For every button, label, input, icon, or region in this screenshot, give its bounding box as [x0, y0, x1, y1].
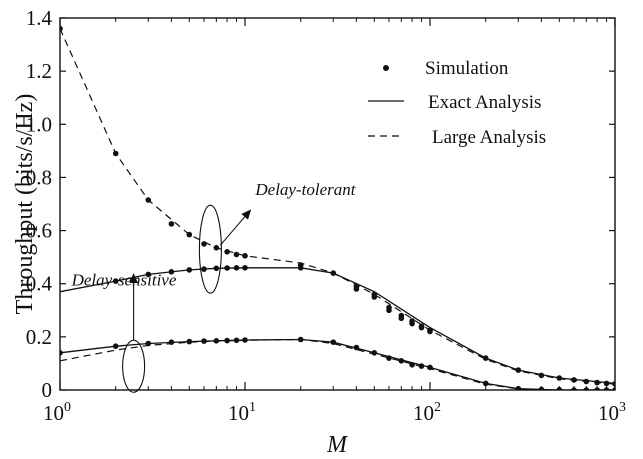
- simulation-point: [612, 387, 615, 390]
- simulation-point: [60, 25, 63, 32]
- simulation-point: [612, 381, 615, 387]
- simulation-point: [482, 355, 489, 361]
- simulation-point: [233, 251, 240, 258]
- y-tick-label: 1.4: [26, 6, 53, 30]
- simulation-point: [168, 339, 175, 346]
- simulation-point: [330, 270, 337, 276]
- simulation-point: [224, 265, 230, 271]
- simulation-point: [297, 336, 304, 343]
- x-tick-label: 101: [228, 400, 256, 425]
- simulation-point: [571, 377, 577, 383]
- simulation-point: [330, 339, 337, 346]
- simulation-point: [556, 375, 563, 381]
- simulation-point: [371, 350, 378, 356]
- simulation-point: [353, 344, 360, 351]
- legend-label: Simulation: [425, 58, 509, 79]
- simulation-point: [427, 328, 433, 335]
- x-tick-label: 102: [413, 400, 441, 425]
- y-tick-label: 0.4: [26, 272, 53, 296]
- simulation-point: [224, 249, 230, 255]
- simulation-point: [60, 350, 63, 356]
- simulation-point: [398, 315, 405, 322]
- simulation-point: [583, 378, 590, 385]
- delay-tolerant-arrow: [219, 209, 252, 246]
- simulation-point: [353, 286, 360, 292]
- y-tick-label: 0.6: [26, 219, 52, 243]
- simulation-point: [112, 150, 119, 157]
- plot-frame: [59, 17, 616, 391]
- simulation-point: [386, 355, 392, 361]
- exact-curve-delay-sensitive: [60, 338, 615, 390]
- simulation-point: [186, 267, 193, 273]
- y-tick-label: 1.0: [26, 112, 52, 136]
- simulation-point: [145, 271, 152, 278]
- legend-label: Large Analysis: [432, 127, 546, 148]
- simulation-point: [371, 294, 378, 300]
- simulation-point: [224, 337, 230, 344]
- x-tick-label: 100: [43, 400, 71, 425]
- legend: Simulation Exact Analysis Large Analysis: [368, 58, 546, 148]
- simulation-point: [482, 380, 489, 387]
- simulation-point: [112, 278, 119, 284]
- simulation-point: [112, 343, 119, 350]
- y-tick-label: 0.2: [26, 325, 52, 349]
- simulation-point: [242, 337, 248, 343]
- simulation-point: [418, 324, 425, 331]
- simulation-point: [398, 358, 405, 364]
- simulation-point: [242, 253, 248, 259]
- simulation-point: [594, 379, 600, 386]
- simulation-point: [186, 231, 193, 238]
- simulation-point: [186, 338, 193, 345]
- simulation-point: [409, 362, 415, 368]
- legend-label: Exact Analysis: [428, 92, 541, 113]
- simulation-point: [168, 221, 175, 227]
- large-curve-delay-sensitive: [60, 338, 615, 390]
- simulation-point: [556, 386, 563, 390]
- large-curve-delay-tolerant: [60, 28, 615, 385]
- simulation-point: [201, 266, 207, 272]
- simulation-point: [145, 197, 152, 203]
- x-axis-label: M: [326, 432, 349, 458]
- simulation-point: [201, 241, 207, 247]
- simulation-point: [213, 265, 220, 272]
- simulation-point: [427, 364, 433, 371]
- simulation-point: [515, 385, 522, 390]
- simulation-point: [538, 386, 545, 390]
- exact-curve-delay-tolerant: [60, 267, 615, 385]
- simulation-point: [515, 367, 522, 373]
- simulation-point: [603, 380, 610, 387]
- simulation-point: [233, 337, 240, 344]
- axis-ticks: 0 0.2 0.4 0.6 0.8 1.0 1.2 1.4 100 101 102 103: [26, 6, 626, 425]
- delay-tolerant-ellipse: [198, 204, 222, 294]
- simulation-point: [538, 372, 545, 379]
- simulation-point: [242, 265, 248, 271]
- y-tick-label: 1.2: [26, 59, 52, 83]
- delay-sensitive-label: Delay-sensitive: [71, 270, 177, 289]
- simulation-point: [168, 269, 175, 275]
- simulation-point: [297, 265, 304, 271]
- annotations: Delay-tolerant Delay-sensitive: [71, 180, 357, 393]
- simulation-point: [603, 387, 610, 390]
- simulation-point: [386, 307, 392, 314]
- simulation-point: [409, 320, 415, 327]
- delay-tolerant-label: Delay-tolerant: [254, 180, 356, 199]
- simulation-point: [213, 245, 220, 251]
- simulation-point: [571, 387, 577, 390]
- simulation-point: [583, 387, 590, 390]
- y-tick-label: 0: [42, 378, 53, 402]
- simulation-point: [233, 265, 240, 271]
- curves: [60, 28, 615, 390]
- simulation-points: [60, 25, 615, 390]
- simulation-point: [213, 338, 220, 344]
- simulation-point: [418, 363, 425, 369]
- y-tick-label: 0.8: [26, 165, 52, 189]
- simulation-point: [145, 340, 152, 347]
- simulation-point: [201, 338, 207, 344]
- simulation-point: [594, 387, 600, 390]
- y-axis-label: Throughput (bits/s/Hz): [12, 94, 38, 315]
- x-tick-label: 103: [598, 400, 626, 425]
- legend-marker-dot: [383, 65, 389, 71]
